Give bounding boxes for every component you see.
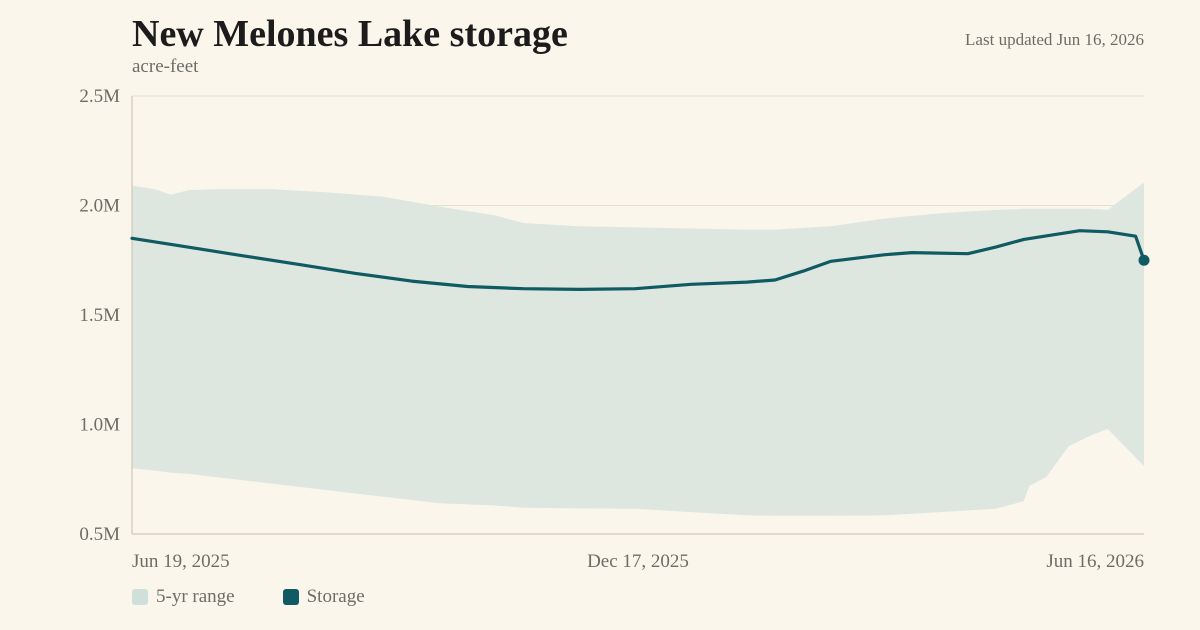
axis-layer	[131, 96, 1144, 535]
tick-label-layer: 0.5M 1.0M 1.5M 2.0M 2.5M Jun 19, 2025 Dec 17, …	[79, 86, 1144, 572]
x-tick-label: Dec 17, 2025	[587, 551, 689, 572]
range-band-layer	[132, 182, 1144, 516]
last-updated-text: Last updated Jun 16, 2026	[965, 30, 1144, 49]
legend-swatch-storage	[282, 589, 299, 605]
page-title: New Melones Lake storage	[132, 13, 568, 55]
y-tick-label: 0.5M	[79, 524, 120, 545]
y-tick-label: 2.0M	[79, 196, 120, 217]
legend-label-range: 5-yr range	[156, 586, 235, 607]
storage-line-layer	[130, 229, 1150, 291]
range-band-area	[132, 182, 1144, 516]
chart-legend: 5-yr range Storage	[132, 586, 365, 608]
y-tick-label: 1.5M	[79, 305, 120, 326]
x-tick-label: Jun 19, 2025	[132, 551, 230, 572]
legend-item-storage: Storage	[282, 586, 365, 608]
legend-swatch-range	[132, 589, 148, 605]
chart-subtitle: acre-feet	[132, 56, 199, 77]
latest-value-point	[1138, 254, 1150, 266]
storage-line	[130, 229, 1146, 291]
legend-label-storage: Storage	[306, 586, 365, 607]
y-tick-label: 2.5M	[79, 86, 120, 107]
legend-item-range: 5-yr range	[132, 586, 235, 608]
x-tick-label: Jun 16, 2026	[1046, 551, 1144, 572]
y-tick-label: 1.0M	[79, 415, 120, 436]
